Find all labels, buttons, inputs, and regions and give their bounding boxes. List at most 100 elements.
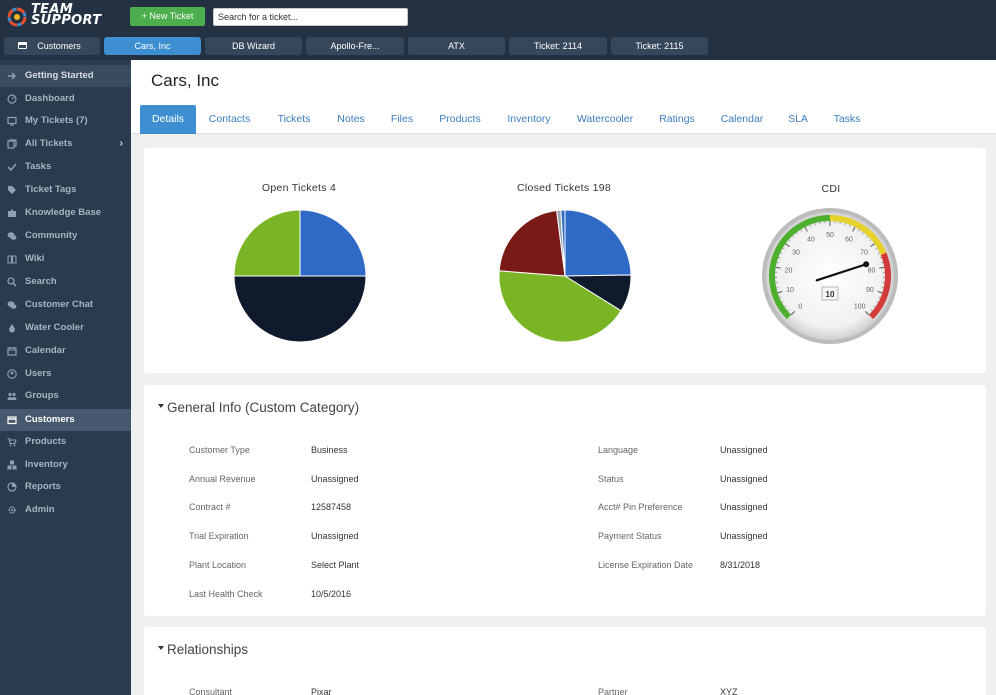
gauge-tick-0 <box>790 311 795 316</box>
tab-sla[interactable]: SLA <box>788 113 808 125</box>
closed-tickets-slice-2[interactable] <box>498 270 622 343</box>
sidebar-item-products[interactable]: Products <box>0 431 131 453</box>
field-value-partner[interactable]: XYZ <box>720 687 738 695</box>
tab-details[interactable]: Details <box>140 105 196 134</box>
sidebar-item-my-tickets[interactable]: My Tickets (7) <box>0 110 131 132</box>
sidebar-item-customer-chat[interactable]: Customer Chat <box>0 294 131 316</box>
open-tickets-slice-1[interactable] <box>233 275 367 343</box>
gauge-tick-58 <box>849 224 851 227</box>
field-value-last-health-check[interactable]: 10/5/2016 <box>311 589 352 599</box>
sidebar-item-getting-started[interactable]: Getting Started <box>0 65 131 87</box>
top-tab-cars-inc[interactable]: Cars, Inc <box>104 37 201 55</box>
field-value-language[interactable]: Unassigned <box>720 445 768 455</box>
top-tab-label: Customers <box>37 41 81 51</box>
tab-files[interactable]: Files <box>390 113 414 125</box>
tab-ratings[interactable]: Ratings <box>659 113 695 125</box>
tab-watercooler[interactable]: Watercooler <box>576 113 634 125</box>
closed-tickets-slice-0[interactable] <box>564 209 632 277</box>
field-value-status[interactable]: Unassigned <box>720 474 768 484</box>
sidebar-item-admin[interactable]: Admin <box>0 499 131 521</box>
logo-mark-icon <box>7 7 27 27</box>
gauge-band-red <box>868 252 891 320</box>
sidebar-item-water-cooler[interactable]: Water Cooler <box>0 317 131 339</box>
sidebar-item-users[interactable]: Users <box>0 363 131 385</box>
tickets-icon <box>7 139 17 149</box>
sidebar-item-label: My Tickets (7) <box>25 115 88 126</box>
chevron-right-icon[interactable]: › <box>119 138 123 149</box>
sidebar-item-community[interactable]: Community <box>0 225 131 247</box>
cdi-gauge: 0 10 20 30 40 50 60 70 80 90 100 10 <box>762 208 898 344</box>
closed-tickets-slice-3[interactable] <box>498 209 566 277</box>
field-value-customer-type[interactable]: Business <box>311 445 348 455</box>
sidebar-item-reports[interactable]: Reports <box>0 476 131 498</box>
open-tickets-slice-2[interactable] <box>233 209 301 277</box>
sidebar-item-knowledge-base[interactable]: Knowledge Base <box>0 202 131 224</box>
closed-tickets-slice-5[interactable] <box>560 209 566 277</box>
field-label-trial-expiration: Trial Expiration <box>189 531 249 541</box>
relationships-title: Relationships <box>167 642 249 657</box>
field-value-trial-expiration[interactable]: Unassigned <box>311 531 359 541</box>
tab-inventory[interactable]: Inventory <box>507 113 551 125</box>
ticket-search-input[interactable] <box>213 8 408 26</box>
sidebar-item-dashboard[interactable]: Dashboard <box>0 88 131 110</box>
sidebar-item-groups[interactable]: Groups <box>0 385 131 407</box>
sidebar: Getting Started Dashboard My Tickets (7)… <box>0 62 131 695</box>
sidebar-item-search[interactable]: Search <box>0 271 131 293</box>
caret-down-icon <box>158 404 164 409</box>
top-tab-customers[interactable]: Customers <box>4 37 100 55</box>
top-tab-label: DB Wizard <box>231 41 275 51</box>
tab-contacts[interactable]: Contacts <box>208 113 251 125</box>
tab-calendar[interactable]: Calendar <box>720 113 764 125</box>
sidebar-item-calendar[interactable]: Calendar <box>0 340 131 362</box>
relationships-header[interactable]: Relationships <box>158 642 248 657</box>
field-value-plant-location[interactable]: Select Plant <box>311 560 360 570</box>
gauge-tick-label-90: 90 <box>866 287 874 294</box>
gauge-tick-20 <box>775 266 781 269</box>
sidebar-item-label: Products <box>25 436 67 447</box>
sidebar-item-all-tickets[interactable]: All Tickets › <box>0 133 131 155</box>
monitor-icon <box>7 116 17 126</box>
top-tab-ticket-2114[interactable]: Ticket: 2114 <box>509 37 607 55</box>
sidebar-item-label: Users <box>25 368 52 379</box>
sidebar-item-ticket-tags[interactable]: Ticket Tags <box>0 179 131 201</box>
closed-tickets-pie[interactable] <box>495 206 635 346</box>
gauge-tick-68 <box>869 239 872 242</box>
sidebar-item-inventory[interactable]: Inventory <box>0 454 131 476</box>
sidebar-item-label: Customer Chat <box>25 299 94 310</box>
sidebar-item-customers[interactable]: Customers <box>0 409 131 431</box>
sidebar-item-wiki[interactable]: Wiki <box>0 248 131 270</box>
field-value-license-expiration-date[interactable]: 8/31/2018 <box>720 560 761 570</box>
gauge-tick-2 <box>787 309 790 312</box>
top-tab-atx[interactable]: ATX <box>408 37 505 55</box>
open-tickets-slice-0[interactable] <box>299 209 367 277</box>
top-tab-ticket-2115[interactable]: Ticket: 2115 <box>611 37 708 55</box>
card-icon <box>18 42 27 49</box>
general-info-header[interactable]: General Info (Custom Category) <box>158 400 359 415</box>
gauge-tick-label-70: 70 <box>860 249 868 256</box>
new-ticket-button[interactable]: + New Ticket <box>130 7 205 26</box>
top-tab-db-wizard[interactable]: DB Wizard <box>205 37 302 55</box>
field-value-acct-pin-preference[interactable]: Unassigned <box>720 502 768 512</box>
book-icon <box>7 255 17 264</box>
field-value-payment-status[interactable]: Unassigned <box>720 531 768 541</box>
pie-icon <box>7 482 17 492</box>
cart-icon <box>7 437 17 447</box>
top-tab-apollo[interactable]: Apollo-Fre... <box>306 37 404 55</box>
field-value-contract[interactable]: 12587458 <box>311 502 352 512</box>
gauge-tick-94 <box>876 301 879 303</box>
gauge-tick-4 <box>784 305 787 308</box>
tab-notes[interactable]: Notes <box>337 113 365 125</box>
sidebar-item-tasks[interactable]: Tasks <box>0 156 131 178</box>
gauge-tick-label-100: 100 <box>854 304 866 311</box>
gauge-tick-36 <box>796 232 798 235</box>
field-value-annual-revenue[interactable]: Unassigned <box>311 474 359 484</box>
teamsupport-logo[interactable]: TEAM SUPPORT <box>6 3 118 31</box>
sidebar-item-label: Reports <box>25 481 61 492</box>
field-value-consultant[interactable]: Pixar <box>311 687 332 695</box>
open-tickets-pie[interactable] <box>230 206 370 346</box>
tab-products[interactable]: Products <box>439 113 481 125</box>
tab-tickets[interactable]: Tickets <box>277 113 311 125</box>
gauge-tick-label-10: 10 <box>786 287 794 294</box>
tab-tasks[interactable]: Tasks <box>833 113 861 125</box>
gauge-tick-34 <box>792 235 794 238</box>
